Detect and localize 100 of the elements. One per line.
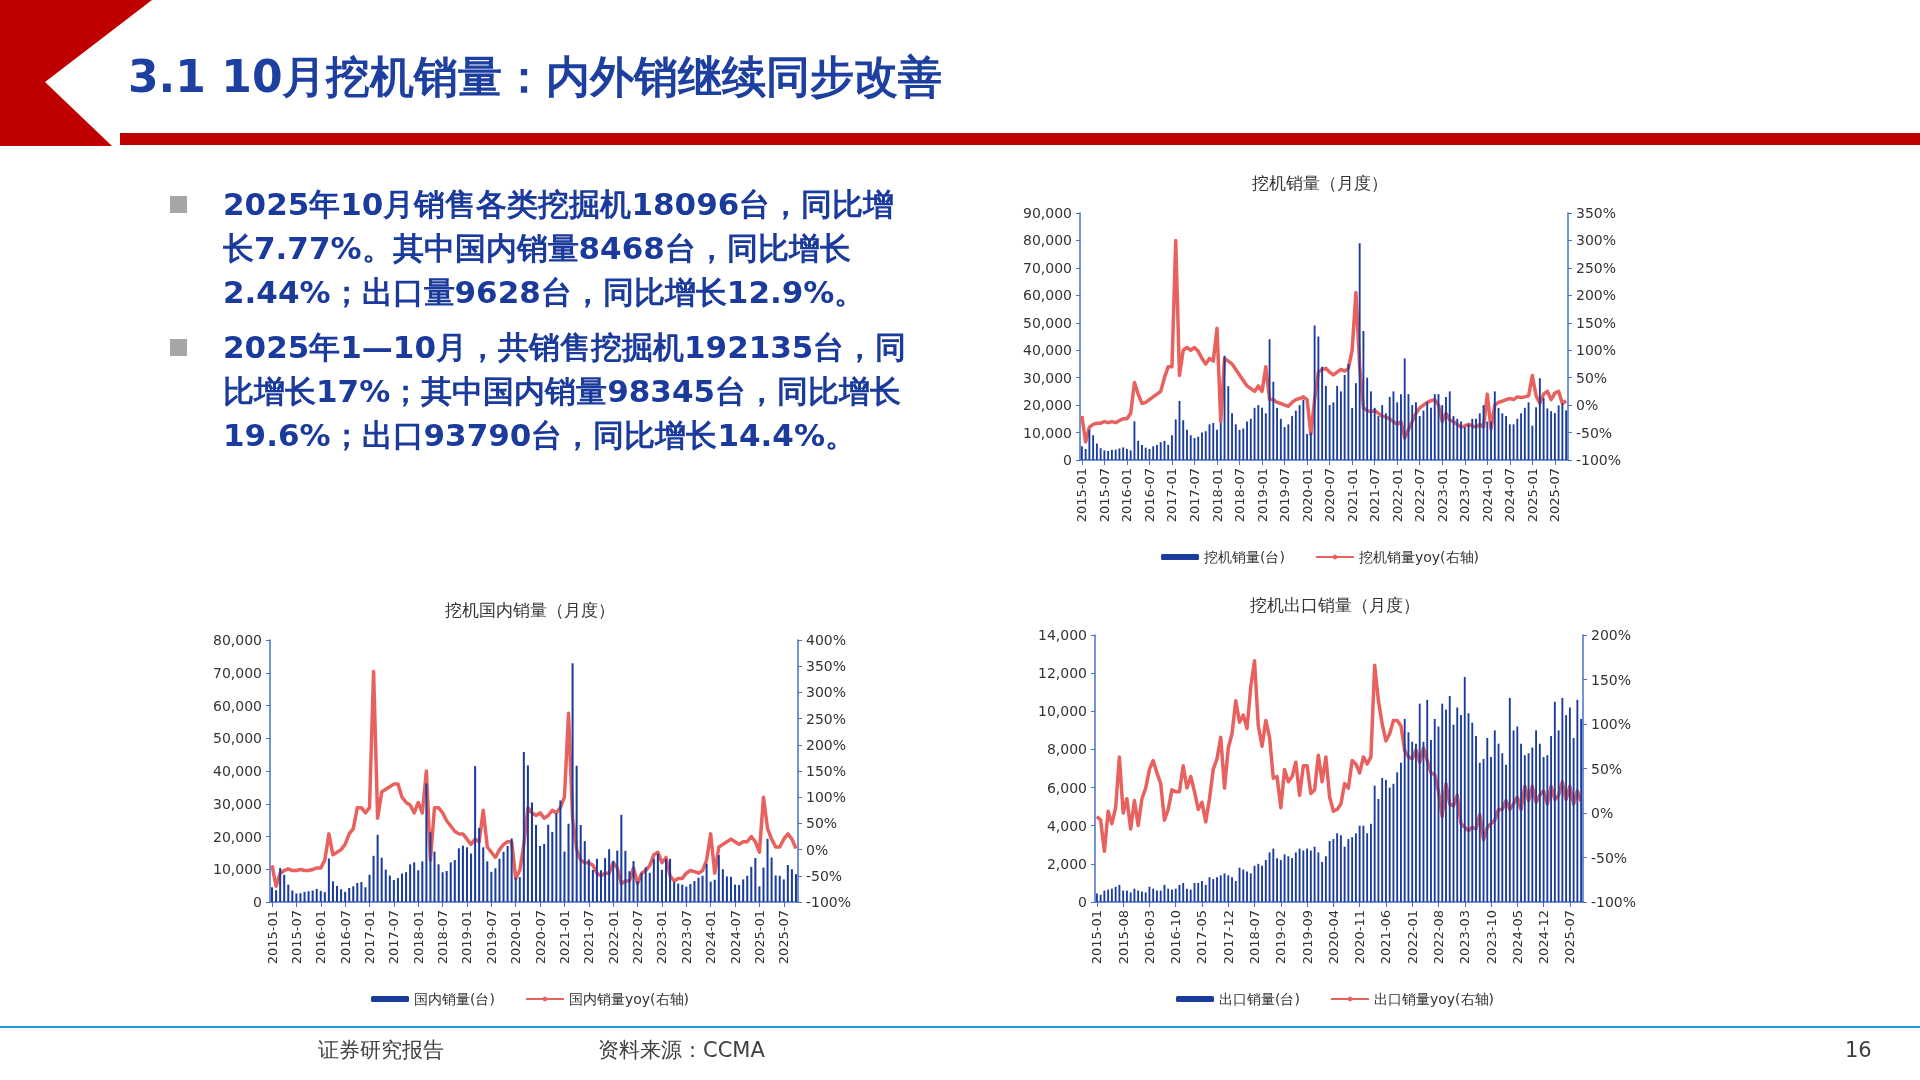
bar [754, 858, 757, 902]
x-tick-label: 2020-04 [1325, 910, 1341, 965]
x-tick-label: 2024-07 [727, 910, 743, 965]
bar [644, 867, 647, 902]
y-tick-label: 20,000 [213, 828, 262, 845]
x-tick-label: 2024-05 [1509, 910, 1525, 965]
y2-tick-label: 250% [1576, 259, 1617, 276]
bar [530, 802, 533, 902]
bar [315, 888, 318, 902]
legend-label: 国内销量(台) [414, 991, 495, 1007]
bar [591, 869, 594, 902]
bar [632, 861, 635, 902]
x-tick-label: 2020-07 [532, 910, 548, 965]
bar [547, 824, 550, 902]
y2-tick-label: 0% [1576, 397, 1599, 414]
text: 资料来源：CCMA [598, 1037, 765, 1064]
x-tick-label: 2017-07 [1186, 468, 1202, 523]
bar [445, 870, 448, 902]
bar [461, 845, 464, 902]
bar [494, 868, 497, 902]
bar [291, 890, 294, 902]
x-tick-label: 2024-12 [1536, 910, 1552, 965]
x-tick-label: 2022-01 [1404, 910, 1420, 965]
bar [648, 872, 651, 902]
text: 2025年1—10月，共销售挖掘机192135台，同比增长17%；其中国内销量98345台，同比增长19.6%；出口93790台，同比增长14.4%。 [223, 328, 908, 455]
bar [340, 889, 343, 902]
bar [669, 858, 672, 902]
bar [413, 862, 416, 902]
bar [758, 886, 761, 902]
bar [697, 877, 700, 902]
bar [762, 867, 765, 902]
bar [652, 858, 655, 902]
bar [344, 891, 347, 902]
x-tick-label: 2023-07 [1457, 468, 1473, 523]
legend-label: 国内销量yoy(右轴) [568, 991, 689, 1007]
bar [319, 890, 322, 902]
bar [474, 766, 477, 902]
x-tick-label: 2018-01 [410, 910, 426, 965]
x-tick-label: 2021-07 [581, 910, 597, 965]
x-tick-label: 2016-07 [1141, 468, 1157, 523]
bar [539, 846, 542, 902]
bar [295, 893, 298, 902]
bar [717, 855, 720, 902]
x-tick-label: 2017-05 [1194, 910, 1210, 965]
bar [392, 880, 395, 902]
bar [689, 883, 692, 902]
y-tick-label: 80,000 [1023, 232, 1072, 249]
bar [604, 858, 607, 902]
x-tick-label: 2023-07 [678, 910, 694, 965]
x-tick-label: 2017-01 [1164, 468, 1180, 523]
bar [323, 892, 326, 902]
x-tick-label: 2022-08 [1430, 910, 1446, 965]
bar [400, 873, 404, 902]
bar [307, 891, 310, 902]
legend-label: 出口销量(台) [1219, 991, 1300, 1007]
bar [327, 858, 330, 902]
bar [405, 872, 408, 902]
bar [790, 869, 793, 902]
x-tick-label: 2017-01 [362, 910, 378, 965]
bar [522, 752, 525, 902]
x-tick-label: 2023-10 [1483, 910, 1499, 965]
bar [478, 827, 481, 902]
x-tick-label: 2021-07 [1367, 468, 1383, 523]
text: 3.1 10月挖机销量：内外销继续同步改善 [128, 50, 943, 104]
legend-label: 出口销量yoy(右轴) [1373, 991, 1494, 1007]
y2-tick-label: 50% [1576, 369, 1608, 386]
bar [396, 878, 399, 902]
x-tick-label: 2018-01 [1209, 468, 1225, 523]
bar [620, 814, 623, 902]
bar [600, 870, 603, 902]
x-tick-label: 2020-01 [508, 910, 524, 965]
x-tick-label: 2019-01 [1254, 468, 1270, 523]
y-tick-label: 0 [1078, 894, 1087, 910]
bar [555, 813, 558, 902]
bar [612, 860, 615, 902]
y-tick-label: 80,000 [213, 632, 262, 648]
bar [608, 849, 611, 902]
y-tick-label: 40,000 [1023, 342, 1072, 359]
bar [579, 825, 582, 902]
y-tick-label: 50,000 [213, 730, 262, 747]
bar [453, 860, 456, 902]
x-tick-label: 2018-07 [1232, 468, 1248, 523]
bar [336, 885, 339, 902]
x-tick-label: 2019-07 [1277, 468, 1293, 523]
y-tick-label: 6,000 [1046, 779, 1087, 796]
bar [738, 884, 741, 902]
y2-tick-label: 200% [1576, 287, 1617, 304]
x-tick-label: 2018-07 [1247, 910, 1263, 965]
bar [595, 858, 598, 902]
chart-title: 挖机国内销量（月度） [445, 599, 615, 620]
bar [526, 765, 529, 902]
bar [640, 873, 643, 902]
bar [303, 891, 306, 902]
bar [518, 877, 521, 902]
bar [685, 886, 688, 902]
bar [360, 882, 363, 902]
bar [681, 884, 684, 902]
bar [587, 859, 590, 902]
y2-tick-label: 250% [806, 710, 847, 727]
text: 证券研究报告 [318, 1037, 444, 1064]
